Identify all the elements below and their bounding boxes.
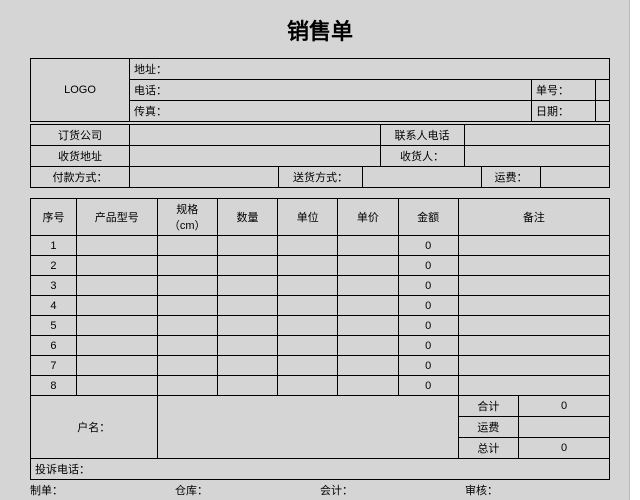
pay-method-label: 付款方式： [31, 167, 130, 188]
subtotal-label: 合计 [458, 396, 518, 417]
pay-method-value [130, 167, 279, 188]
row-no: 1 [31, 236, 77, 256]
receiver-label: 收货人： [380, 146, 464, 167]
row-amount: 0 [398, 316, 458, 336]
row-no: 8 [31, 376, 77, 396]
total-value: 0 [519, 438, 610, 459]
row-amount: 0 [398, 336, 458, 356]
table-row: 40 [31, 296, 610, 316]
date-value [596, 101, 610, 122]
account-name-label: 户名： [31, 396, 158, 459]
account-name-value [157, 396, 458, 459]
col-model: 产品型号 [76, 199, 157, 236]
row-no: 4 [31, 296, 77, 316]
info-freight-label: 运费： [482, 167, 541, 188]
ship-method-value [363, 167, 482, 188]
table-row: 20 [31, 256, 610, 276]
row-no: 2 [31, 256, 77, 276]
signature-row: 制单： 仓库： 会计： 审核： [30, 482, 610, 498]
totals-row: 户名： 合计 0 [31, 396, 610, 417]
maker-label: 制单： [30, 482, 175, 498]
row-no: 3 [31, 276, 77, 296]
ship-address-label: 收货地址 [31, 146, 130, 167]
phone-label: 电话： [130, 80, 532, 101]
row-no: 7 [31, 356, 77, 376]
contact-phone-label: 联系人电话 [380, 125, 464, 146]
row-no: 6 [31, 336, 77, 356]
col-unit: 单位 [278, 199, 338, 236]
ship-method-label: 送货方式： [279, 167, 363, 188]
audit-label: 审核： [465, 482, 610, 498]
header-table: LOGO 地址： 电话： 单号： 传真： 日期： [30, 58, 610, 122]
date-label: 日期： [532, 101, 596, 122]
order-company-value [130, 125, 381, 146]
complaint-cell: 投诉电话： [31, 459, 610, 480]
order-no-value [596, 80, 610, 101]
accounting-label: 会计： [320, 482, 465, 498]
table-row: 60 [31, 336, 610, 356]
col-no: 序号 [31, 199, 77, 236]
items-header-row: 序号 产品型号 规格（cm） 数量 单位 单价 金额 备注 [31, 199, 610, 236]
info-freight-value [541, 167, 610, 188]
row-amount: 0 [398, 236, 458, 256]
receiver-value [464, 146, 610, 167]
complaint-row: 投诉电话： [31, 459, 610, 480]
row-amount: 0 [398, 376, 458, 396]
contact-phone-value [464, 125, 610, 146]
address-label: 地址： [130, 59, 610, 80]
table-row: 10 [31, 236, 610, 256]
form-title: 销售单 [30, 14, 610, 46]
table-row: 50 [31, 316, 610, 336]
totals-freight-value [519, 417, 610, 438]
table-row: 70 [31, 356, 610, 376]
col-remark: 备注 [458, 199, 609, 236]
ship-address-value [130, 146, 381, 167]
col-spec: 规格（cm） [157, 199, 217, 236]
warehouse-label: 仓库： [175, 482, 320, 498]
col-qty: 数量 [217, 199, 277, 236]
row-amount: 0 [398, 256, 458, 276]
table-row: 80 [31, 376, 610, 396]
order-no-label: 单号： [532, 80, 596, 101]
row-amount: 0 [398, 356, 458, 376]
totals-freight-label: 运费 [458, 417, 518, 438]
items-table: 序号 产品型号 规格（cm） 数量 单位 单价 金额 备注 10 20 30 4… [30, 198, 610, 480]
logo-cell: LOGO [31, 59, 130, 122]
order-company-label: 订货公司 [31, 125, 130, 146]
col-amount: 金额 [398, 199, 458, 236]
fax-label: 传真： [130, 101, 532, 122]
total-label: 总计 [458, 438, 518, 459]
subtotal-value: 0 [519, 396, 610, 417]
info-table: 订货公司 联系人电话 收货地址 收货人： 付款方式： 送货方式： 运费： [30, 124, 610, 188]
row-amount: 0 [398, 276, 458, 296]
row-no: 5 [31, 316, 77, 336]
row-amount: 0 [398, 296, 458, 316]
col-price: 单价 [338, 199, 398, 236]
table-row: 30 [31, 276, 610, 296]
